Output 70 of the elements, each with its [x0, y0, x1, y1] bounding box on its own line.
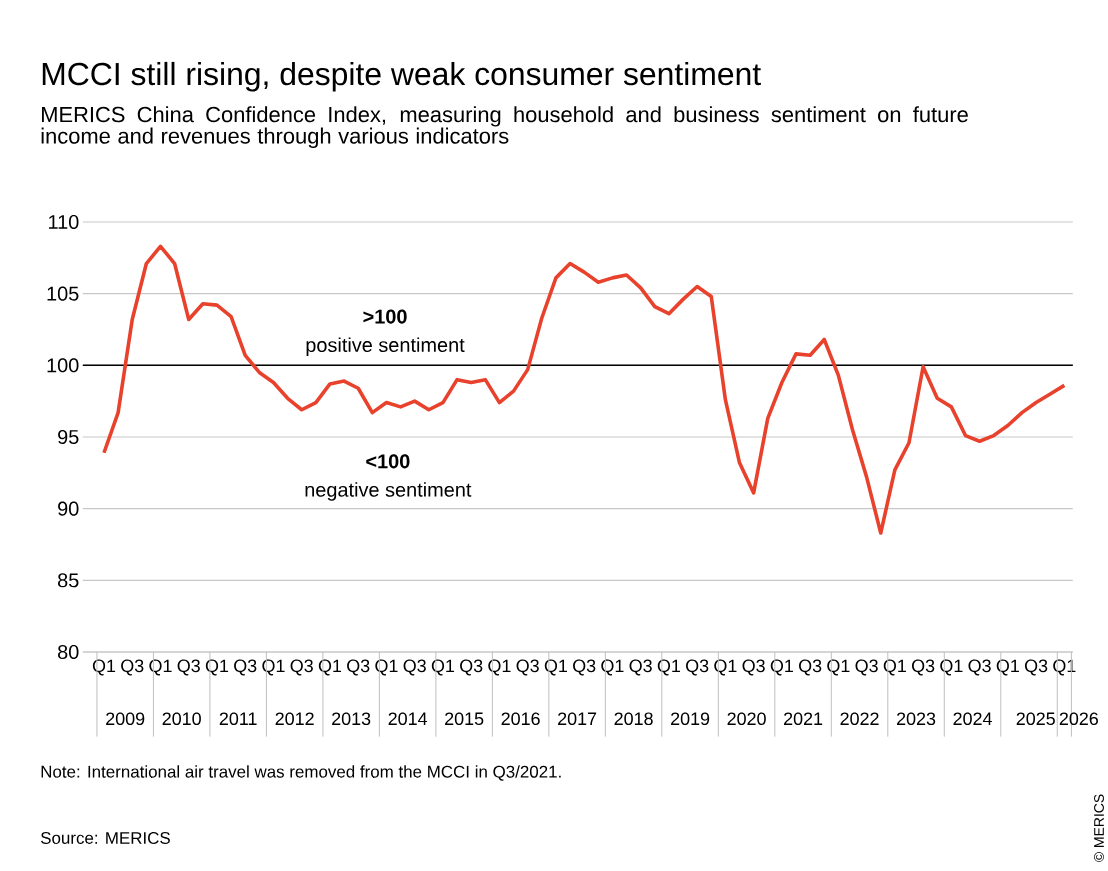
y-tick-label: 95: [58, 429, 79, 445]
text: © MERICS: [1094, 794, 1104, 862]
x-tick-label: Q1: [827, 659, 850, 676]
x-tick-label: Q1: [544, 659, 567, 676]
text: 2022: [840, 712, 879, 726]
x-tick-label: Q1: [714, 659, 737, 676]
x-tick-label: Q1: [940, 659, 963, 676]
x-tick-label: Q1: [149, 659, 172, 676]
y-tick-label: 80: [57, 644, 79, 660]
x-tick-label: Q3: [799, 659, 822, 676]
x-tick-label: Q3: [855, 659, 878, 676]
x-tick-label: Q3: [290, 659, 313, 676]
annotation: negative sentiment: [305, 482, 472, 501]
x-tick-label: Q1: [996, 659, 1019, 676]
text: 2015: [445, 712, 484, 726]
text: 2012: [275, 712, 314, 726]
x-tick-label: Q3: [686, 659, 709, 676]
annotation: >100: [363, 309, 407, 324]
text: 2011: [219, 712, 257, 726]
x-tick-label: Q1: [92, 659, 116, 676]
y-tick-label: 85: [57, 573, 79, 588]
x-tick-label: Q3: [573, 659, 596, 676]
text: Note: International air travel was removed from the MCCI in Q3/2021.: [41, 765, 561, 781]
x-tick-label: Q3: [460, 659, 483, 676]
text: 2016: [501, 712, 540, 726]
x-tick-label: Q3: [177, 659, 200, 676]
y-tick-label: 90: [58, 501, 79, 516]
x-tick-label: Q3: [234, 659, 257, 676]
text: 2019: [671, 712, 710, 726]
y-tick-label: 110: [49, 214, 79, 230]
x-tick-label: Q1: [657, 659, 680, 676]
x-tick-label: Q3: [742, 659, 765, 676]
x-tick-label: Q3: [629, 659, 652, 676]
text: 2020: [727, 712, 766, 726]
text: 2023: [897, 712, 936, 726]
x-tick-label: Q3: [1024, 659, 1048, 676]
y-tick-label: 100: [47, 358, 79, 373]
text: 2009: [106, 712, 145, 726]
line-series: [102, 244, 1067, 535]
y-tick-label: 105: [47, 286, 79, 301]
x-tick-label: Q1: [770, 659, 793, 676]
text: 2025: [1016, 712, 1055, 726]
x-tick-label: Q1: [883, 659, 906, 676]
x-tick-label: Q1: [318, 659, 342, 676]
x-tick-label: Q3: [121, 659, 144, 676]
x-tick-label: Q1: [205, 659, 229, 676]
text: 2018: [614, 712, 653, 726]
x-tick-label: Q3: [403, 659, 426, 676]
text: 2017: [558, 712, 597, 726]
chart-title: MCCI still rising, despite weak consumer sentiment: [42, 61, 761, 92]
x-tick-label: Q3: [516, 659, 539, 676]
chart-subtitle: MERICS China Confidence Index, measuring household and business sentiment on future income and revenues through various indicators: [41, 106, 968, 149]
x-tick-label: Q1: [1053, 659, 1076, 676]
text: 2010: [162, 712, 201, 726]
x-tick-label: Q1: [262, 659, 285, 676]
ref-line-label: positive sentiment: [306, 337, 465, 356]
x-tick-label: Q1: [431, 659, 455, 676]
x-tick-label: Q1: [601, 659, 624, 676]
x-tick-label: Q1: [375, 659, 398, 676]
annotation: <100: [366, 454, 410, 469]
x-tick-label: Q3: [968, 659, 991, 676]
x-tick-label: Q1: [488, 659, 511, 676]
x-tick-label: Q3: [911, 659, 935, 676]
text: 2021: [784, 712, 823, 726]
x-tick-label: Q3: [347, 659, 370, 676]
text: 2014: [388, 712, 428, 726]
text: 2013: [332, 712, 371, 726]
source-note: Source: MERICS: [40, 831, 170, 844]
text: 2024: [953, 712, 992, 726]
text: 2026: [1059, 712, 1098, 726]
